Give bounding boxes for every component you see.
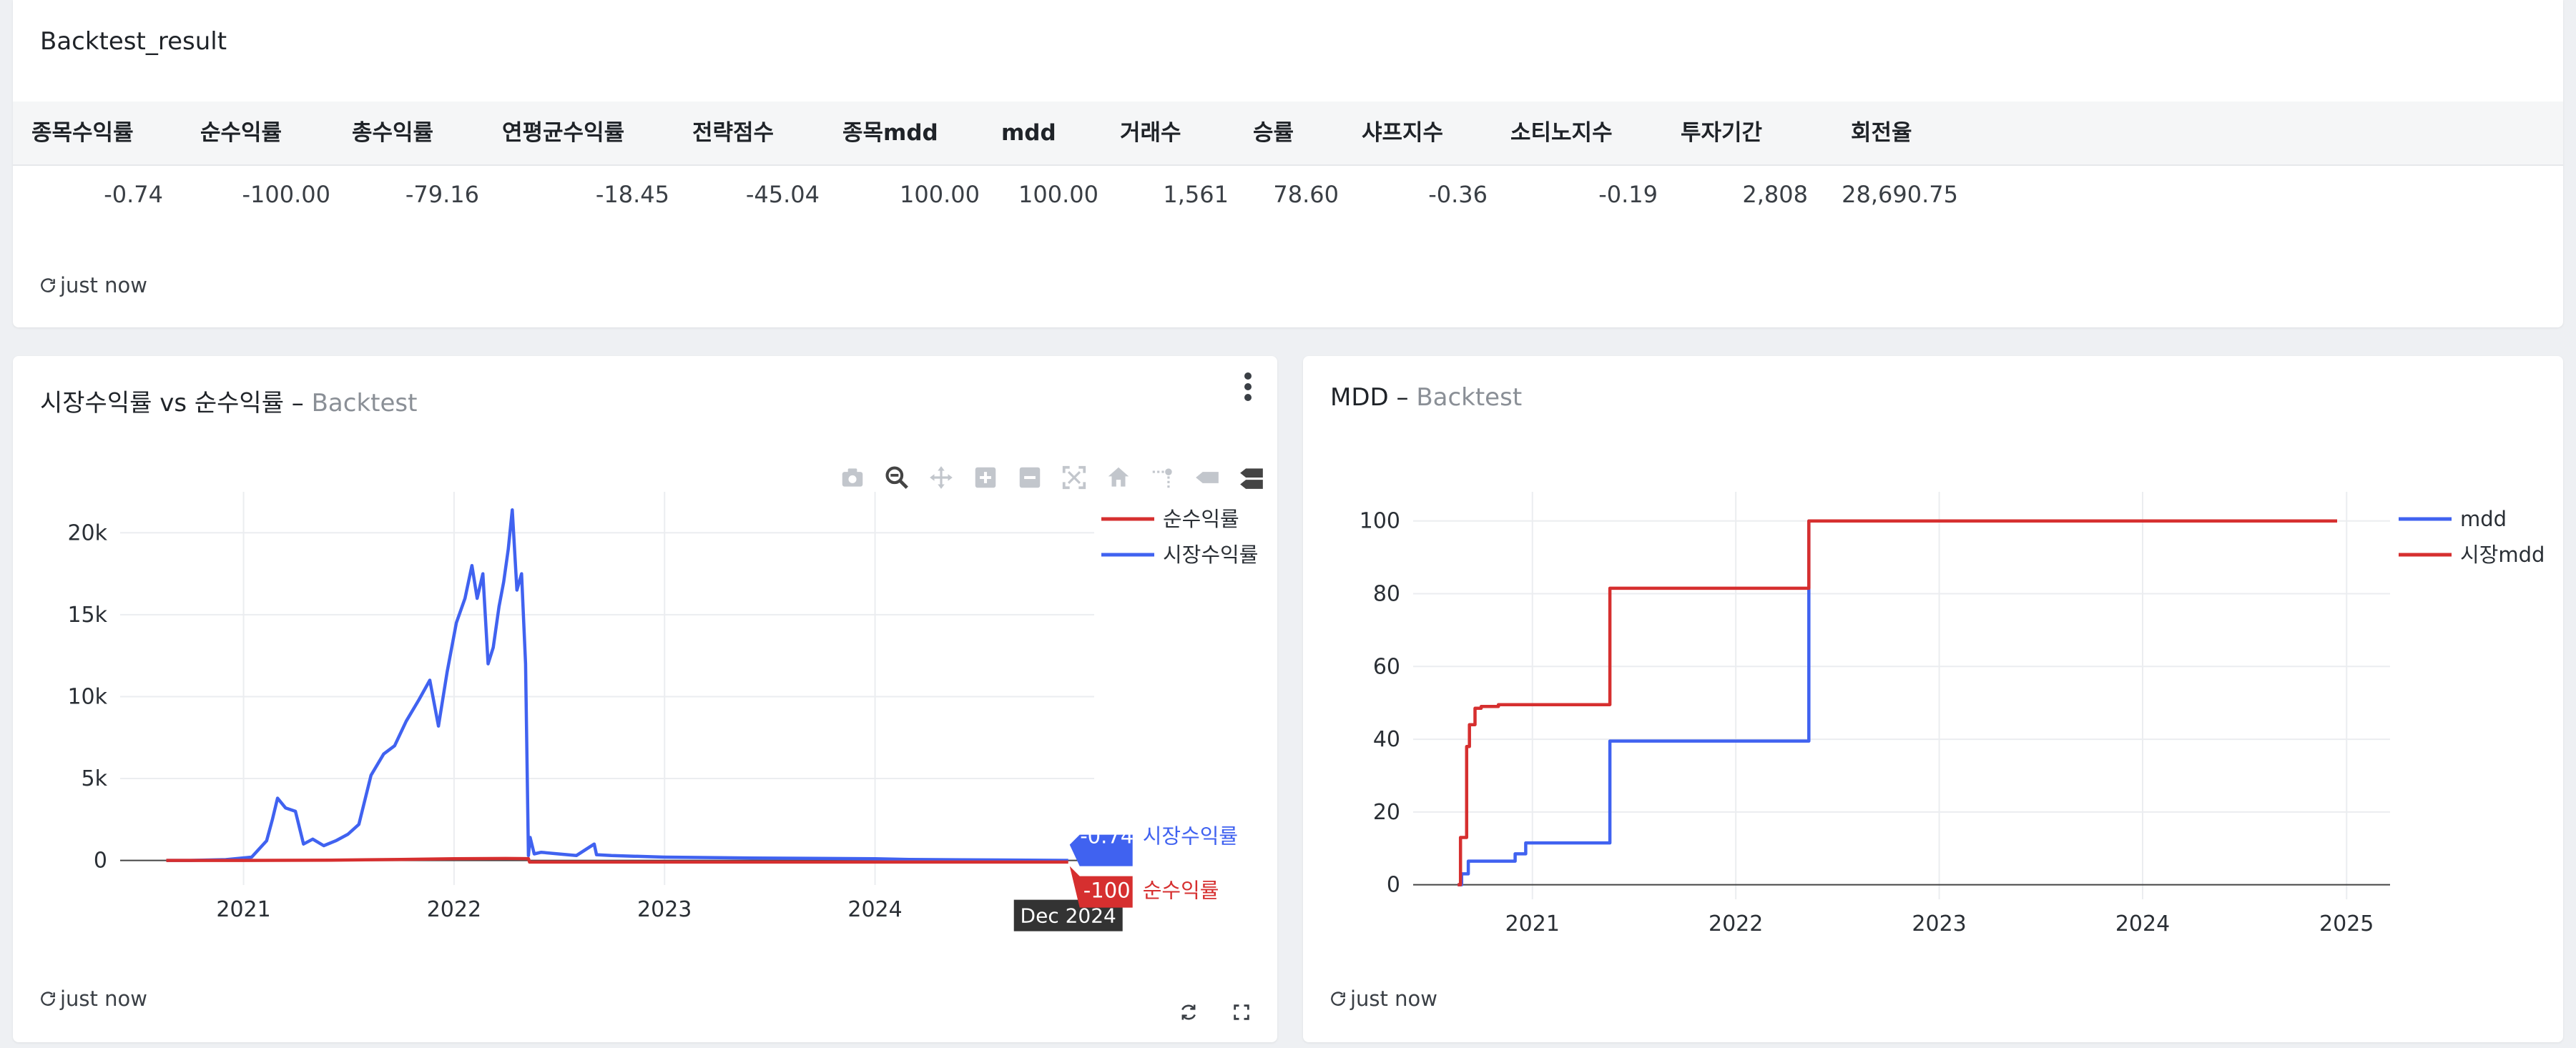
chart-title: MDD – Backtest (1330, 383, 1522, 412)
refresh-icon (1331, 992, 1345, 1006)
y-tick-label: 60 (1373, 654, 1400, 679)
chart-title-main: MDD – (1330, 383, 1417, 412)
chart-modebar (838, 462, 1266, 493)
hover-market-value: -0.74 (1080, 824, 1134, 849)
legend-label: 시장수익률 (1163, 543, 1258, 567)
hover-market-name: 시장수익률 (1143, 824, 1238, 849)
x-tick-label: 2025 (2319, 911, 2374, 936)
y-tick-label: 15k (67, 603, 107, 628)
table-cell: -0.74 (104, 181, 163, 208)
refresh-icon[interactable] (1179, 1002, 1199, 1022)
legend-label: mdd (2460, 507, 2507, 531)
column-header[interactable]: 투자기간 (1681, 120, 1763, 146)
kebab-menu-icon[interactable] (1237, 369, 1259, 405)
camera-icon[interactable] (838, 463, 867, 492)
x-tick-label: 2024 (847, 897, 902, 922)
series-line-시장수익률 (166, 508, 1068, 862)
y-tick-label: 10k (67, 684, 107, 709)
column-header[interactable]: 전략점수 (692, 120, 775, 146)
pan-icon[interactable] (927, 463, 955, 492)
zoom-icon[interactable] (883, 463, 911, 492)
fullscreen-icon[interactable] (1232, 1002, 1252, 1022)
table-cell: -0.19 (1598, 181, 1658, 208)
table-cell: -79.16 (405, 181, 479, 208)
legend-label: 순수익률 (1163, 507, 1239, 531)
y-tick-label: 20k (67, 520, 107, 545)
refresh-icon (41, 992, 55, 1006)
refresh-label: just now (60, 273, 147, 297)
refresh-status[interactable]: just now (39, 987, 147, 1011)
table-cell: 1,561 (1163, 181, 1229, 208)
y-tick-label: 100 (1360, 509, 1400, 534)
column-header[interactable]: 승률 (1253, 120, 1294, 146)
y-tick-label: 5k (82, 766, 108, 791)
column-header[interactable]: 순수익률 (200, 120, 282, 146)
zoom-out-icon[interactable] (1016, 463, 1044, 492)
chart-title-sub: Backtest (311, 389, 418, 417)
panel-actions (1179, 1002, 1252, 1022)
y-tick-label: 40 (1373, 727, 1400, 752)
table-row: -0.74 -100.00 -79.16 -18.45 -45.04 100.0… (13, 166, 2563, 223)
hover-x-label: Dec 2024 (1021, 904, 1116, 928)
refresh-icon (41, 278, 55, 292)
hover-net-name: 순수익률 (1143, 879, 1219, 903)
autoscale-icon[interactable] (1060, 463, 1088, 492)
table-cell: -18.45 (595, 181, 669, 208)
hover-closest-icon[interactable] (1193, 463, 1221, 492)
column-header[interactable]: 종목수익률 (31, 120, 134, 146)
refresh-label: just now (1350, 987, 1437, 1011)
refresh-status[interactable]: just now (1329, 987, 1437, 1011)
hover-net-box (1069, 866, 1133, 908)
refresh-label: just now (60, 987, 147, 1011)
x-tick-label: 2022 (1709, 911, 1763, 936)
x-tick-label: 2021 (216, 897, 270, 922)
series-line-mdd (1457, 519, 2337, 886)
column-header[interactable]: mdd (1001, 120, 1056, 146)
returns-chart[interactable]: 2021 2022 2023 202405k10k15k20k순수익률시장수익률Dec… (13, 356, 1277, 1042)
spike-lines-icon[interactable] (1149, 463, 1177, 492)
page-title: Backtest_result (40, 27, 227, 56)
hover-compare-icon[interactable] (1237, 463, 1266, 492)
legend-label: 시장mdd (2460, 543, 2545, 567)
hover-net-value: -100 (1083, 879, 1131, 903)
table-cell: -45.04 (745, 181, 820, 208)
y-tick-label: 80 (1373, 582, 1400, 607)
y-tick-label: 0 (1387, 873, 1400, 898)
mdd-chart-card: MDD – Backtest 2021 2022 2023 2024 2025 0 20 40… (1303, 356, 2563, 1042)
x-tick-label: 2023 (637, 897, 692, 922)
table-cell: 100.00 (1018, 181, 1098, 208)
x-tick-label: 2023 (1912, 911, 1966, 936)
y-tick-label: 0 (94, 849, 107, 874)
y-tick-label: 20 (1373, 800, 1400, 825)
refresh-status[interactable]: just now (39, 273, 147, 297)
chart-title: 시장수익률 vs 순수익률 – Backtest (40, 383, 417, 418)
column-header[interactable]: 회전율 (1851, 120, 1912, 146)
table-cell: -100.00 (242, 181, 330, 208)
backtest-result-card: Backtest_result 종목수익률 순수익률 총수익률 연평균수익률 전… (13, 0, 2563, 327)
home-icon[interactable] (1104, 463, 1133, 492)
column-header[interactable]: 총수익률 (352, 120, 434, 146)
column-header[interactable]: 종목mdd (842, 120, 938, 146)
table-cell: 28,690.75 (1842, 181, 1958, 208)
returns-chart-card: 시장수익률 vs 순수익률 – Backtest 2021 2022 2023 202… (13, 356, 1277, 1042)
column-header[interactable]: 샤프지수 (1362, 120, 1444, 146)
x-tick-label: 2024 (2115, 911, 2170, 936)
column-header[interactable]: 소티노지수 (1510, 120, 1613, 146)
table-cell: 78.60 (1273, 181, 1339, 208)
chart-title-main: 시장수익률 vs 순수익률 – (40, 389, 312, 417)
table-cell: 100.00 (900, 181, 980, 208)
table-header: 종목수익률 순수익률 총수익률 연평균수익률 전략점수 종목mdd mdd 거래… (13, 102, 2563, 166)
zoom-in-icon[interactable] (971, 463, 1000, 492)
series-line-순수익률 (166, 856, 1068, 864)
mdd-chart[interactable]: 2021 2022 2023 2024 2025 0 20 40 60 80 100 mdd 시장mdd (1303, 356, 2563, 1042)
hover-market-box (1069, 834, 1133, 866)
table-cell: -0.36 (1428, 181, 1488, 208)
series-line-시장mdd (1457, 519, 2337, 886)
x-tick-label: 2021 (1505, 911, 1560, 936)
chart-title-sub: Backtest (1416, 383, 1523, 412)
x-tick-label: 2022 (427, 897, 481, 922)
table-cell: 2,808 (1742, 181, 1808, 208)
column-header[interactable]: 거래수 (1120, 120, 1181, 146)
column-header[interactable]: 연평균수익률 (502, 120, 625, 146)
